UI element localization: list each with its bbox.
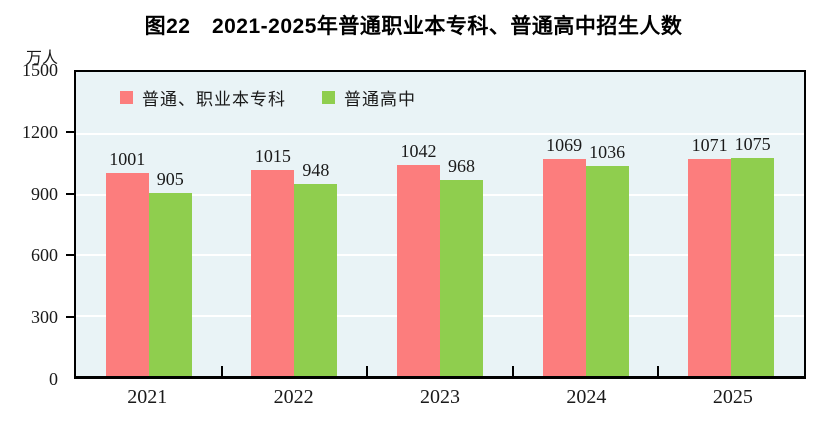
bar-value-label: 1069 xyxy=(546,135,583,156)
bar-regular-high-school-2025: 1075 xyxy=(731,134,775,376)
y-axis-tick xyxy=(66,316,74,319)
x-axis-tick-label-2022: 2022 xyxy=(273,386,314,408)
x-axis-tick-label-2025: 2025 xyxy=(712,386,753,408)
legend-item-1: 普通高中 xyxy=(322,85,416,110)
bar-value-label: 948 xyxy=(302,159,330,180)
bar-regular-high-school-2021: 905 xyxy=(148,169,192,376)
y-axis-tick xyxy=(66,130,74,133)
bar-value-label: 1071 xyxy=(691,134,728,155)
bar-group-2024: 1069 1036 xyxy=(513,72,659,376)
legend-label: 普通高中 xyxy=(344,90,416,109)
x-axis-tick-label-2023: 2023 xyxy=(420,386,461,408)
x-axis-labels: 2021 2022 2023 2024 2025 xyxy=(74,384,806,410)
bar-vocational-college-2025: 1071 xyxy=(688,135,732,376)
gridline-1200 xyxy=(76,132,804,135)
legend-label: 普通、职业本专科 xyxy=(142,90,286,109)
y-axis-unit-label: 万人 xyxy=(26,50,59,67)
bar-vocational-college-2022: 1015 xyxy=(251,146,295,376)
legend-swatch-icon xyxy=(322,91,335,104)
y-axis-tick xyxy=(66,254,74,257)
legend: 普通、职业本专科 普通高中 xyxy=(120,85,416,110)
x-axis-tick xyxy=(220,366,223,376)
bar-group-2025: 1071 1075 xyxy=(658,72,804,376)
x-axis-tick xyxy=(511,366,514,376)
bar-value-label: 1015 xyxy=(254,146,291,167)
bar-value-label: 1001 xyxy=(109,149,146,170)
bar-vocational-college-2021: 1001 xyxy=(105,149,149,376)
bar-value-label: 968 xyxy=(447,155,475,176)
bar-group-2021: 1001 905 xyxy=(76,72,222,376)
plot-area: 普通、职业本专科 普通高中 1001 905 1015 948 1042 968 1069 10… xyxy=(74,70,806,379)
chart-title: 图22 2021-2025年普通职业本专科、普通高中招生人数 xyxy=(144,15,683,38)
bar-group-2022: 1015 948 xyxy=(222,72,368,376)
y-axis-tick-label-600: 600 xyxy=(31,245,58,266)
bar-regular-high-school-2023: 968 xyxy=(439,156,483,376)
x-axis-tick-label-2021: 2021 xyxy=(127,386,168,408)
y-axis-tick-label-1200: 1200 xyxy=(22,121,58,142)
y-axis-tick-label-0: 0 xyxy=(49,369,58,389)
bar-value-label: 905 xyxy=(156,168,184,189)
bar-value-label: 1042 xyxy=(400,140,437,161)
y-axis-tick-label-1500: 1500 xyxy=(22,60,58,80)
bar-vocational-college-2024: 1069 xyxy=(542,135,586,376)
y-axis-tick xyxy=(66,192,74,195)
x-axis-tick-label-2024: 2024 xyxy=(566,386,607,408)
bar-regular-high-school-2024: 1036 xyxy=(585,142,629,376)
bar-vocational-college-2023: 1042 xyxy=(396,141,440,376)
legend-item-0: 普通、职业本专科 xyxy=(120,85,286,110)
bar-regular-high-school-2022: 948 xyxy=(294,160,338,376)
bar-value-label: 1075 xyxy=(734,134,771,155)
bar-value-label: 1036 xyxy=(589,142,626,163)
x-axis-tick xyxy=(657,366,660,376)
y-axis-tick-label-300: 300 xyxy=(31,307,58,328)
x-axis-tick xyxy=(366,366,369,376)
y-axis-tick-label-900: 900 xyxy=(31,183,58,204)
bar-groups: 1001 905 1015 948 1042 968 1069 1036 1071 1075 xyxy=(76,72,804,376)
bar-group-2023: 1042 968 xyxy=(367,72,513,376)
legend-swatch-icon xyxy=(120,91,133,104)
